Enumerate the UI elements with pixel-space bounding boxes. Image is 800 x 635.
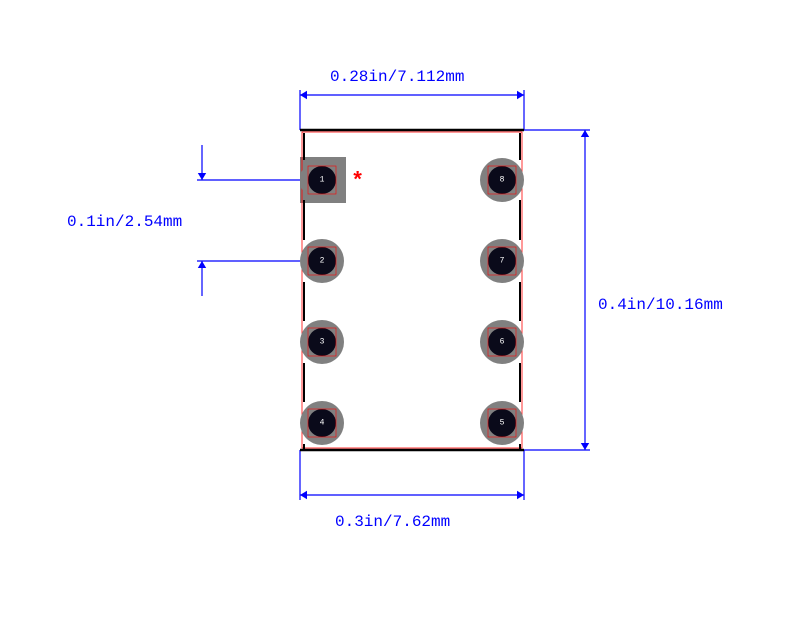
dim-top-label: 0.28in/7.112mm [330,68,464,86]
footprint-drawing: * [0,0,800,635]
dim-right-label: 0.4in/10.16mm [598,296,723,314]
dim-bottom-label: 0.3in/7.62mm [335,513,450,531]
svg-text:*: * [351,169,364,194]
dim-left-label: 0.1in/2.54mm [67,213,182,231]
